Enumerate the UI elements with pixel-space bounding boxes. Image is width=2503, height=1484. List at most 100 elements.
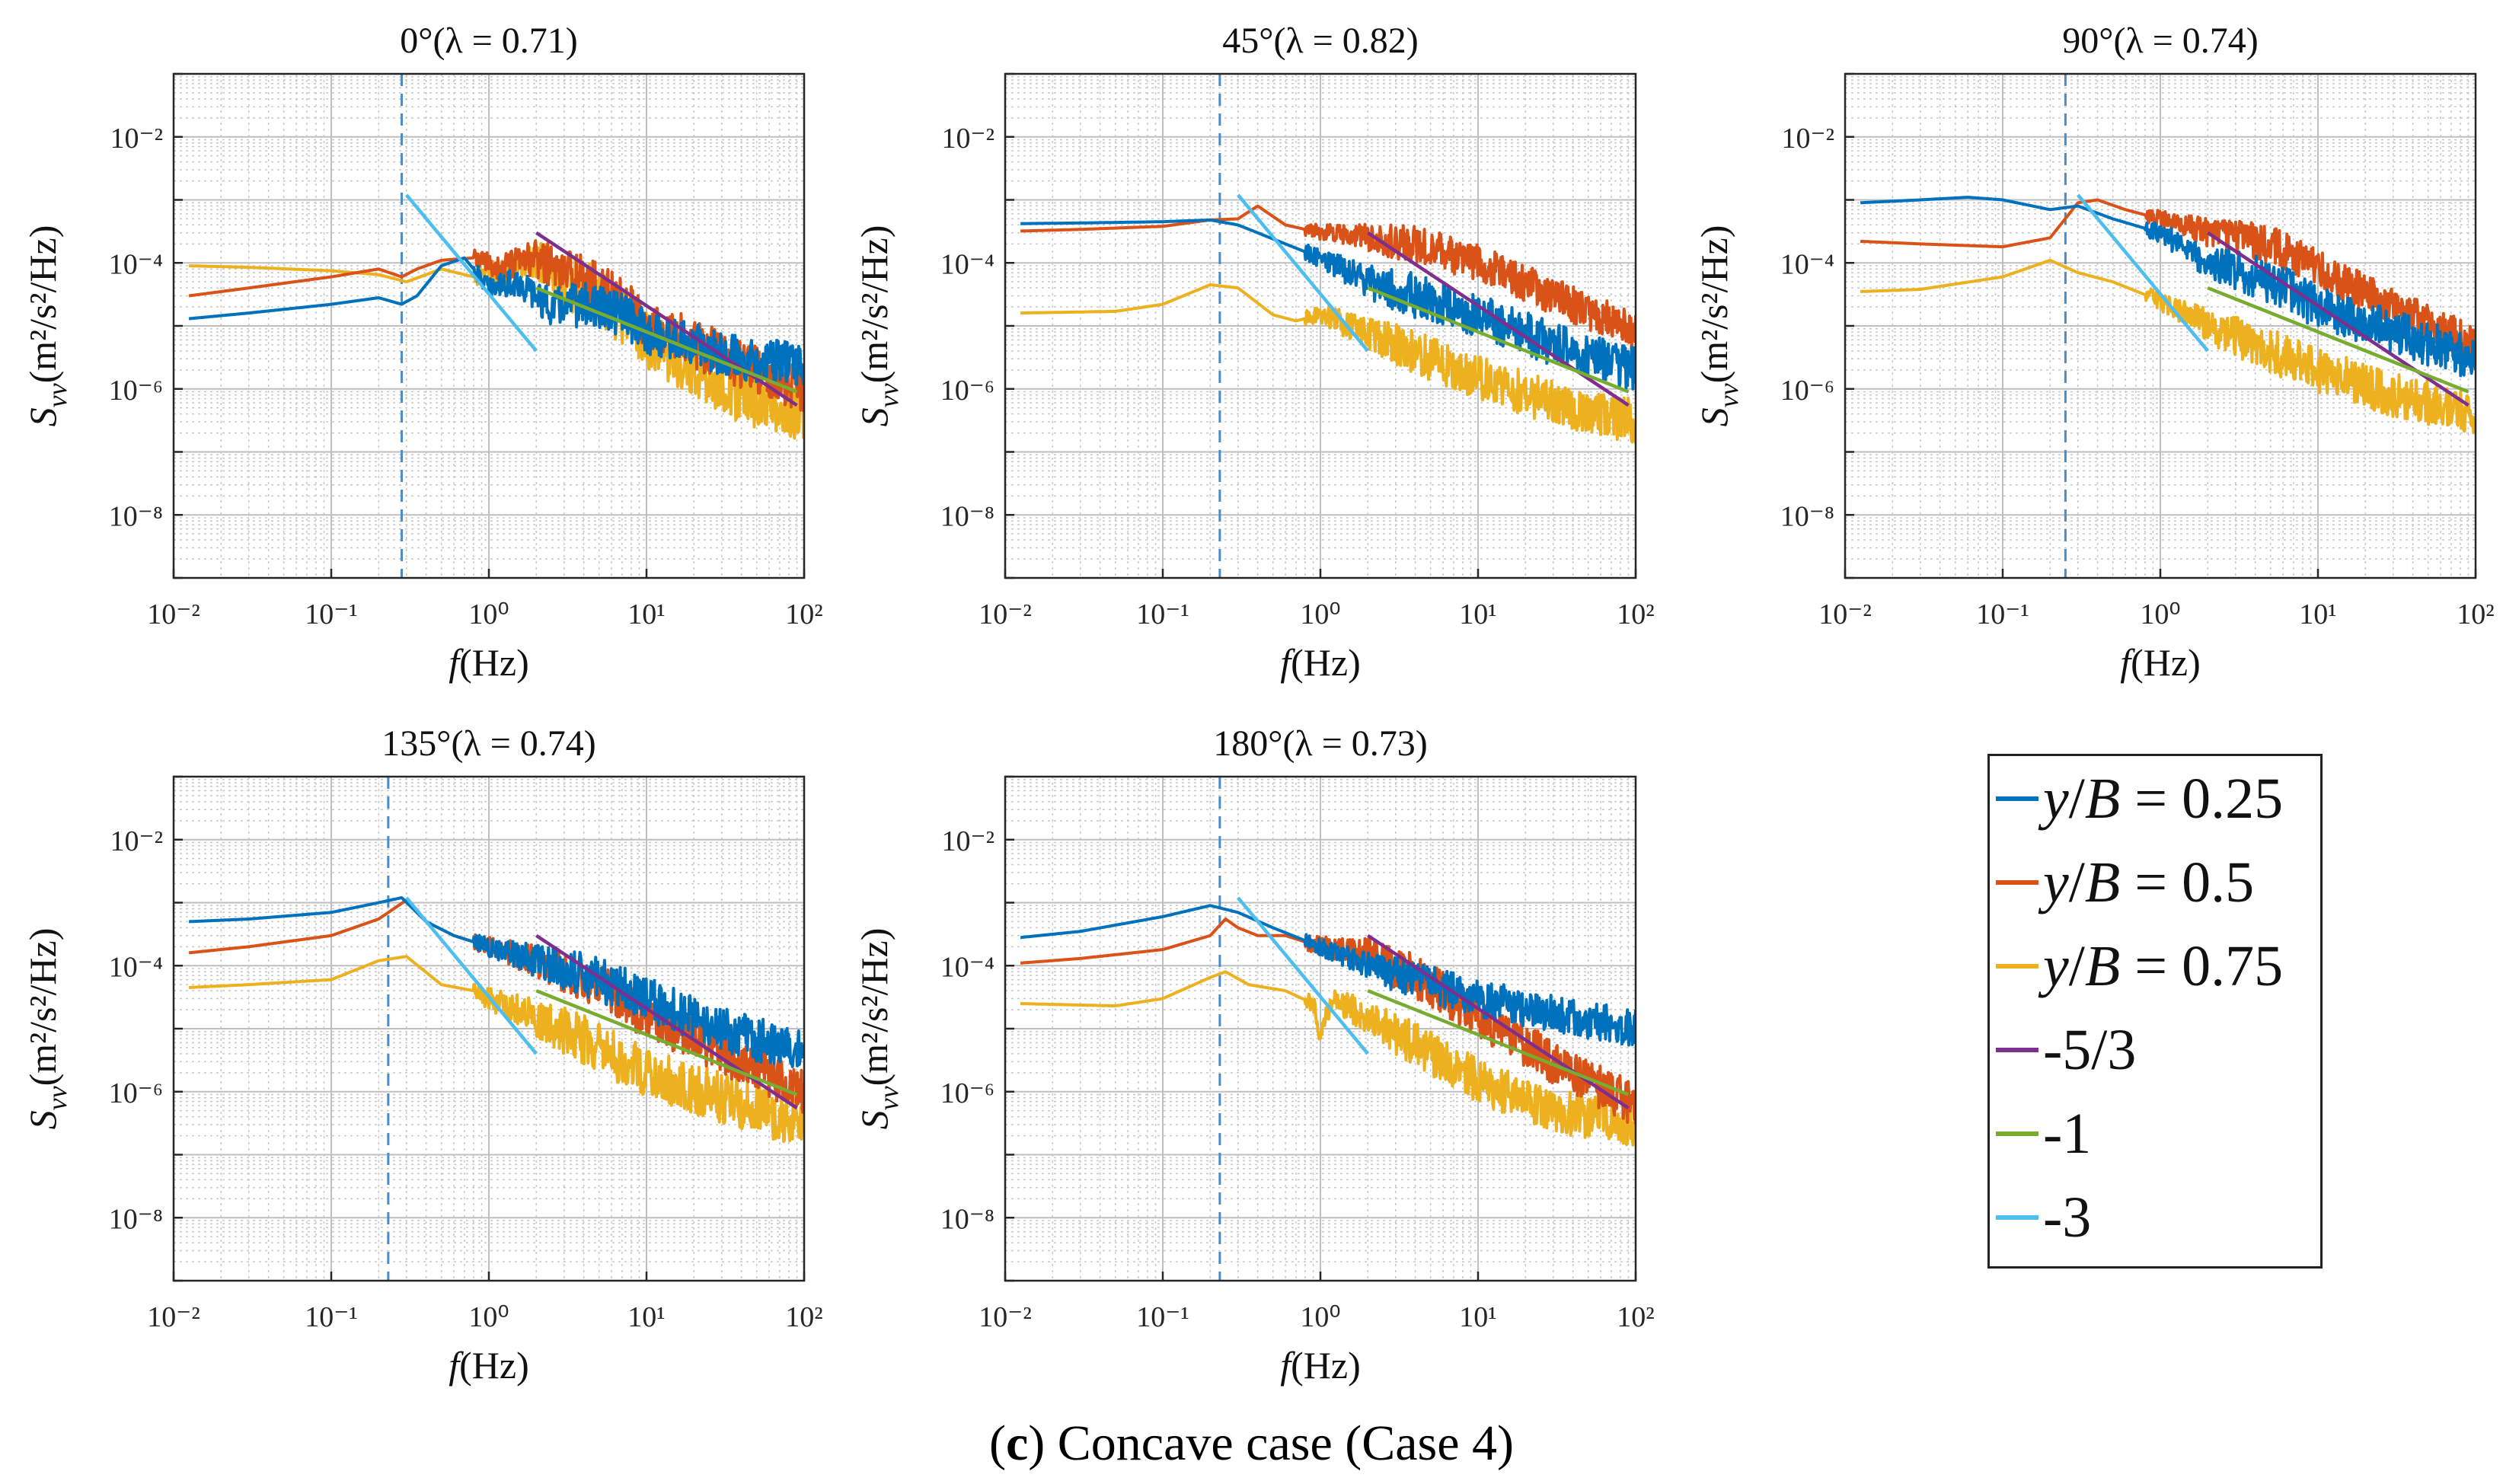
legend-label: y/B = 0.25 bbox=[2043, 766, 2284, 831]
legend-label: -3 bbox=[2043, 1185, 2092, 1249]
chart-title: 180°(λ = 0.73) bbox=[1213, 723, 1428, 764]
x-tick-label: 10⁻² bbox=[1818, 598, 1871, 630]
slope-reference-line bbox=[1367, 989, 1630, 1096]
legend-item: -3 bbox=[1996, 1179, 2091, 1256]
x-tick-label: 10¹ bbox=[2299, 598, 2336, 630]
series-line bbox=[1860, 196, 2476, 378]
chart-title: 90°(λ = 0.74) bbox=[2062, 21, 2259, 61]
y-tick-label: 10⁻⁶ bbox=[940, 375, 994, 407]
legend-label: -1 bbox=[2043, 1101, 2092, 1166]
y-axis-label: Svv(m²/s²/Hz) bbox=[853, 225, 904, 427]
x-tick-label: 10¹ bbox=[627, 1301, 665, 1333]
y-tick-label: 10⁻⁴ bbox=[940, 951, 994, 983]
chart-panel: 10⁻² 10⁻¹ 10⁰ 10¹ 10² 10⁻⁸ 10⁻⁶ 10⁻⁴ 10⁻² 180°(λ … bbox=[853, 723, 1655, 1387]
y-tick-label: 10⁻⁸ bbox=[109, 500, 163, 532]
slope-reference-line bbox=[535, 286, 798, 394]
x-tick-label: 10¹ bbox=[1459, 1301, 1496, 1333]
y-tick-label: 10⁻² bbox=[110, 825, 163, 857]
x-tick-label: 10⁻¹ bbox=[1136, 1301, 1189, 1333]
x-tick-label: 10² bbox=[1617, 598, 1654, 630]
chart-title: 45°(λ = 0.82) bbox=[1222, 21, 1419, 61]
legend: y/B = 0.25 y/B = 0.5 y/B = 0.75 -5/3 -1 … bbox=[1987, 754, 2323, 1269]
y-axis-label: Svv(m²/s²/Hz) bbox=[853, 928, 904, 1130]
slope-reference-line bbox=[405, 193, 538, 353]
plot-content bbox=[1020, 777, 1636, 1281]
legend-item: -1 bbox=[1996, 1096, 2091, 1172]
chart-panel: 10⁻² 10⁻¹ 10⁰ 10¹ 10² 10⁻⁸ 10⁻⁶ 10⁻⁴ 10⁻² 0°(λ = … bbox=[21, 21, 823, 684]
legend-item: y/B = 0.5 bbox=[1996, 844, 2254, 921]
legend-line-icon bbox=[1996, 880, 2038, 885]
plot-content bbox=[188, 777, 804, 1281]
slope-reference-line bbox=[2207, 231, 2469, 407]
x-tick-label: 10⁻² bbox=[147, 598, 200, 630]
y-axis-label: Svv(m²/s²/Hz) bbox=[21, 928, 72, 1130]
x-axis-label: f(Hz) bbox=[1280, 641, 1361, 684]
y-tick-label: 10⁻⁶ bbox=[1780, 375, 1834, 407]
x-axis-label: f(Hz) bbox=[2120, 641, 2201, 684]
x-tick-label: 10⁰ bbox=[468, 598, 509, 630]
slope-reference-line bbox=[535, 231, 798, 407]
slope-reference-line bbox=[535, 933, 798, 1110]
legend-line-icon bbox=[1996, 1215, 2038, 1220]
x-tick-label: 10⁻² bbox=[979, 1301, 1031, 1333]
slope-reference-line bbox=[1237, 896, 1370, 1055]
x-tick-label: 10¹ bbox=[627, 598, 665, 630]
x-axis-label: f(Hz) bbox=[1280, 1344, 1361, 1387]
x-tick-label: 10² bbox=[785, 598, 822, 630]
slope-reference-line bbox=[2207, 286, 2469, 394]
chart-panel: 10⁻² 10⁻¹ 10⁰ 10¹ 10² 10⁻⁸ 10⁻⁶ 10⁻⁴ 10⁻² 90°(λ =… bbox=[1693, 21, 2495, 684]
x-tick-label: 10⁰ bbox=[2140, 598, 2180, 630]
y-tick-label: 10⁻² bbox=[110, 123, 163, 155]
y-tick-label: 10⁻⁸ bbox=[1780, 500, 1834, 532]
y-tick-label: 10⁻⁶ bbox=[940, 1077, 994, 1109]
legend-item: -5/3 bbox=[1996, 1012, 2136, 1088]
legend-label: -5/3 bbox=[2043, 1017, 2137, 1082]
y-tick-label: 10⁻⁸ bbox=[109, 1203, 163, 1235]
slope-reference-line bbox=[1237, 193, 1370, 353]
slope-reference-line bbox=[535, 989, 798, 1096]
legend-line-icon bbox=[1996, 964, 2038, 969]
x-tick-label: 10² bbox=[1617, 1301, 1654, 1333]
x-axis-label: f(Hz) bbox=[449, 641, 529, 684]
legend-label: y/B = 0.5 bbox=[2043, 850, 2255, 914]
chart-title: 0°(λ = 0.71) bbox=[400, 21, 578, 61]
y-tick-label: 10⁻⁴ bbox=[1780, 248, 1834, 280]
series-line bbox=[188, 896, 804, 1068]
y-tick-label: 10⁻⁶ bbox=[109, 375, 163, 407]
y-tick-label: 10⁻⁴ bbox=[109, 951, 163, 983]
series-line bbox=[1860, 198, 2476, 362]
series-line bbox=[1020, 204, 1636, 350]
x-tick-label: 10⁻¹ bbox=[305, 1301, 357, 1333]
x-tick-label: 10⁻¹ bbox=[305, 598, 357, 630]
x-tick-label: 10⁰ bbox=[1300, 1301, 1340, 1333]
series-line bbox=[1020, 283, 1636, 444]
plot-content bbox=[1860, 74, 2476, 578]
legend-line-icon bbox=[1996, 1048, 2038, 1052]
x-tick-label: 10⁻¹ bbox=[1136, 598, 1189, 630]
y-tick-label: 10⁻⁶ bbox=[109, 1077, 163, 1109]
y-axis-label: Svv(m²/s²/Hz) bbox=[21, 225, 72, 427]
x-tick-label: 10² bbox=[785, 1301, 822, 1333]
chart-panel: 10⁻² 10⁻¹ 10⁰ 10¹ 10² 10⁻⁸ 10⁻⁶ 10⁻⁴ 10⁻² 45°(λ =… bbox=[853, 21, 1655, 684]
plot-content bbox=[188, 74, 804, 578]
y-tick-label: 10⁻² bbox=[942, 825, 994, 857]
series-line bbox=[188, 955, 804, 1144]
y-tick-label: 10⁻² bbox=[1782, 123, 1834, 155]
x-tick-label: 10⁰ bbox=[468, 1301, 509, 1333]
slope-reference-line bbox=[2077, 193, 2210, 353]
slope-reference-line bbox=[405, 896, 538, 1055]
legend-item: y/B = 0.25 bbox=[1996, 761, 2283, 837]
legend-line-icon bbox=[1996, 796, 2038, 801]
series-line bbox=[1860, 259, 2476, 435]
legend-line-icon bbox=[1996, 1131, 2038, 1136]
plot-content bbox=[1020, 74, 1636, 578]
x-axis-label: f(Hz) bbox=[449, 1344, 529, 1387]
y-tick-label: 10⁻² bbox=[942, 123, 994, 155]
slope-reference-line bbox=[1367, 231, 1630, 407]
figure-caption: (c) Concave case (Case 4) bbox=[989, 1415, 1514, 1471]
y-tick-label: 10⁻⁴ bbox=[109, 248, 163, 280]
slope-reference-line bbox=[1367, 933, 1630, 1110]
legend-item: y/B = 0.75 bbox=[1996, 928, 2283, 1004]
chart-panel: 10⁻² 10⁻¹ 10⁰ 10¹ 10² 10⁻⁸ 10⁻⁶ 10⁻⁴ 10⁻² 135°(λ … bbox=[21, 723, 823, 1387]
